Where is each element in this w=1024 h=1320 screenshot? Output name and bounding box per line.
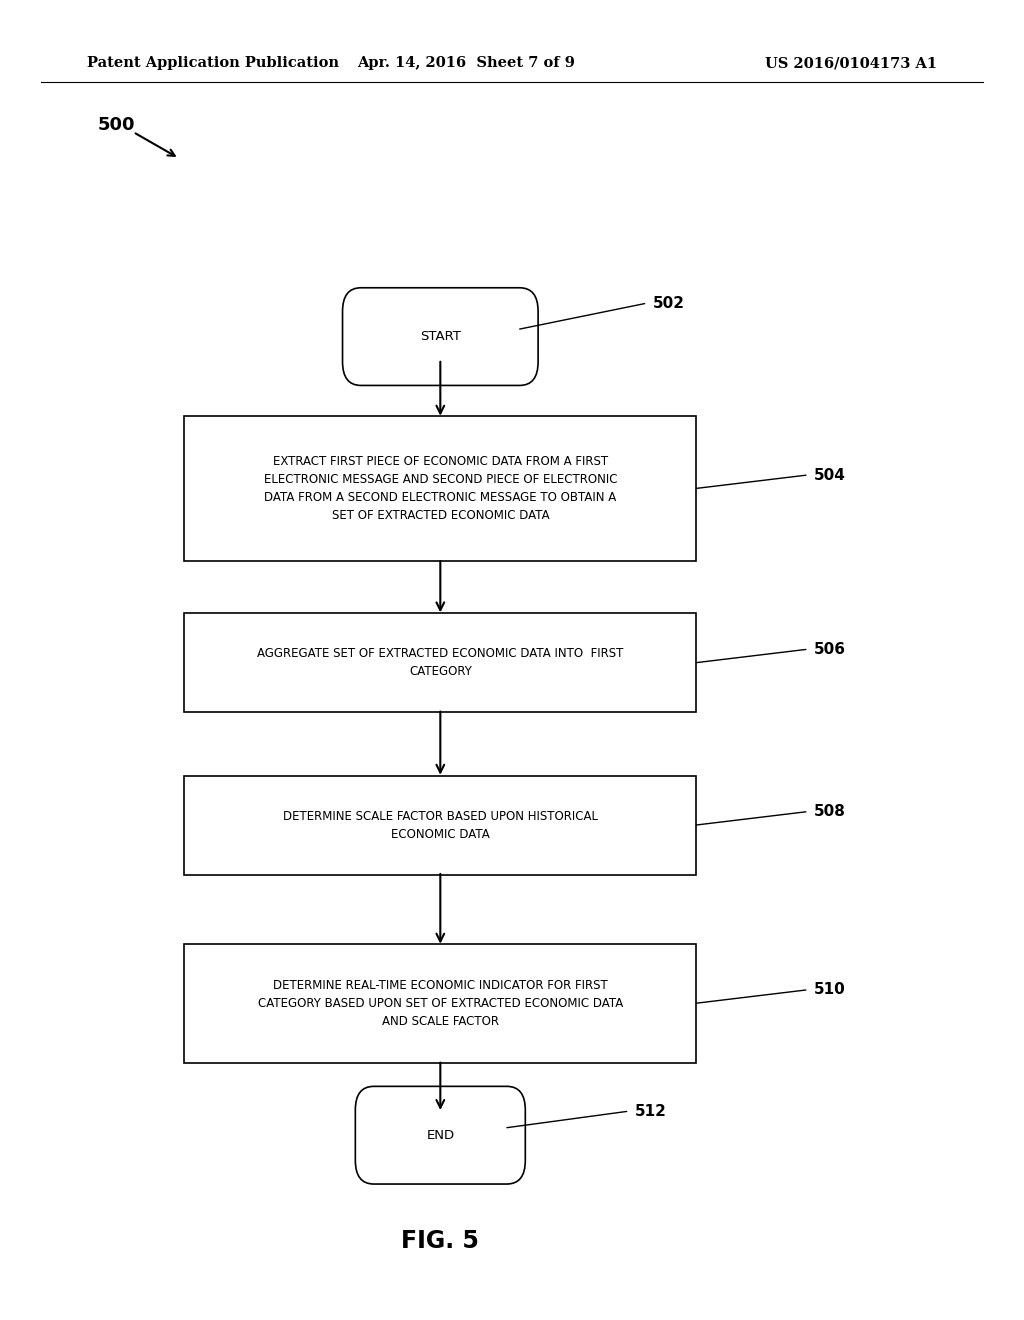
Text: END: END — [426, 1129, 455, 1142]
Text: US 2016/0104173 A1: US 2016/0104173 A1 — [765, 57, 937, 70]
FancyBboxPatch shape — [184, 944, 696, 1063]
Text: Apr. 14, 2016  Sheet 7 of 9: Apr. 14, 2016 Sheet 7 of 9 — [357, 57, 574, 70]
Text: 512: 512 — [635, 1104, 667, 1119]
Text: FIG. 5: FIG. 5 — [401, 1229, 479, 1253]
FancyBboxPatch shape — [184, 612, 696, 713]
Text: DETERMINE REAL-TIME ECONOMIC INDICATOR FOR FIRST
CATEGORY BASED UPON SET OF EXTR: DETERMINE REAL-TIME ECONOMIC INDICATOR F… — [258, 978, 623, 1028]
Text: AGGREGATE SET OF EXTRACTED ECONOMIC DATA INTO  FIRST
CATEGORY: AGGREGATE SET OF EXTRACTED ECONOMIC DATA… — [257, 647, 624, 678]
Text: 502: 502 — [653, 296, 685, 312]
Text: 510: 510 — [814, 982, 846, 998]
FancyBboxPatch shape — [342, 288, 539, 385]
Text: 508: 508 — [814, 804, 846, 820]
FancyBboxPatch shape — [184, 776, 696, 874]
Text: 504: 504 — [814, 467, 846, 483]
FancyBboxPatch shape — [355, 1086, 525, 1184]
Text: 500: 500 — [97, 116, 135, 135]
Text: START: START — [420, 330, 461, 343]
Text: DETERMINE SCALE FACTOR BASED UPON HISTORICAL
ECONOMIC DATA: DETERMINE SCALE FACTOR BASED UPON HISTOR… — [283, 809, 598, 841]
Text: 506: 506 — [814, 642, 846, 657]
Text: Patent Application Publication: Patent Application Publication — [87, 57, 339, 70]
FancyBboxPatch shape — [184, 416, 696, 561]
Text: EXTRACT FIRST PIECE OF ECONOMIC DATA FROM A FIRST
ELECTRONIC MESSAGE AND SECOND : EXTRACT FIRST PIECE OF ECONOMIC DATA FRO… — [263, 455, 617, 521]
